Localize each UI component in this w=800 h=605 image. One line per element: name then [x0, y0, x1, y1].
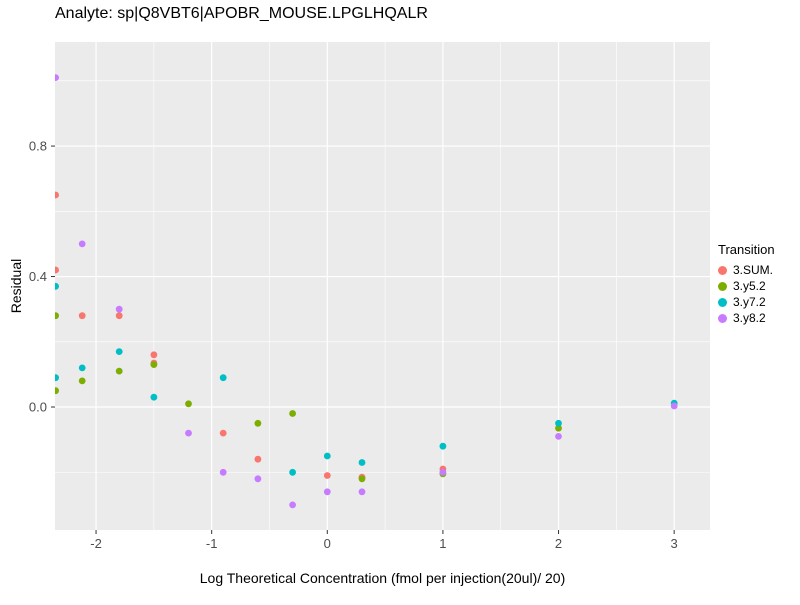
x-tick-label: -2 — [90, 536, 102, 551]
data-point — [439, 468, 447, 476]
data-point — [55, 387, 59, 395]
data-point — [185, 400, 192, 408]
data-point — [78, 240, 86, 248]
data-point — [219, 468, 227, 476]
data-point — [115, 348, 123, 355]
data-point — [555, 419, 562, 427]
data-point — [555, 424, 562, 432]
data-point — [115, 312, 123, 320]
data-point — [219, 374, 227, 382]
data-point — [55, 312, 59, 320]
legend-item: 3.y7.2 — [718, 294, 775, 310]
x-tick-label: -1 — [206, 536, 218, 551]
legend-item: 3.y8.2 — [718, 310, 775, 326]
data-point — [150, 361, 158, 368]
data-point — [358, 488, 366, 496]
data-point — [115, 305, 123, 313]
x-axis-label: Log Theoretical Concentration (fmol per … — [199, 570, 566, 586]
data-point — [219, 429, 227, 437]
data-point — [358, 459, 366, 466]
y-axis-label: Residual — [8, 258, 24, 314]
legend-items: 3.SUM. 3.y5.2 3.y7.2 3.y8.2 — [718, 262, 775, 326]
data-point — [323, 452, 331, 460]
data-point — [289, 468, 296, 476]
data-point — [323, 472, 331, 479]
data-point — [289, 410, 296, 417]
legend-title: Transition — [718, 242, 775, 257]
legend-item-label: 3.y8.2 — [733, 311, 766, 325]
y-tick-label: 0.4 — [29, 269, 47, 284]
x-tick-label: 3 — [671, 536, 678, 551]
data-point — [555, 433, 562, 440]
legend-item-label: 3.y7.2 — [733, 295, 766, 309]
legend-item-label: 3.SUM. — [733, 263, 774, 277]
data-point — [254, 419, 262, 427]
legend-item-label: 3.y5.2 — [733, 279, 766, 293]
data-point — [55, 282, 59, 290]
x-tick-label: 0 — [324, 536, 331, 551]
data-point — [323, 488, 331, 496]
data-point — [254, 455, 262, 463]
data-point — [289, 501, 296, 509]
data-point — [150, 393, 158, 401]
legend-swatch-icon — [718, 281, 727, 291]
x-tick-label: 1 — [439, 536, 446, 551]
data-point — [55, 191, 59, 199]
data-point — [78, 312, 86, 320]
data-point — [185, 429, 192, 437]
x-tick-label: 2 — [555, 536, 562, 551]
legend: Transition 3.SUM. 3.y5.2 3.y7.2 3.y8.2 — [718, 242, 775, 326]
legend-item: 3.y5.2 — [718, 278, 775, 294]
legend-swatch-icon — [718, 313, 727, 323]
data-point — [358, 475, 366, 483]
chart-title: Analyte: sp|Q8VBT6|APOBR_MOUSE.LPGLHQALR — [55, 5, 428, 22]
legend-swatch-icon — [718, 265, 727, 275]
data-point — [439, 442, 447, 450]
data-point — [150, 351, 158, 359]
data-point — [78, 377, 86, 385]
plot-panel — [55, 42, 710, 530]
data-point — [115, 367, 123, 375]
legend-swatch-icon — [718, 297, 727, 307]
data-point — [55, 74, 59, 81]
data-point — [78, 364, 86, 372]
data-point — [55, 266, 59, 274]
data-point — [254, 475, 262, 483]
y-tick-label: 0.0 — [29, 400, 47, 415]
data-point — [670, 402, 678, 410]
data-point — [55, 374, 59, 382]
legend-item: 3.SUM. — [718, 262, 775, 278]
y-tick-label: 0.8 — [29, 139, 47, 154]
